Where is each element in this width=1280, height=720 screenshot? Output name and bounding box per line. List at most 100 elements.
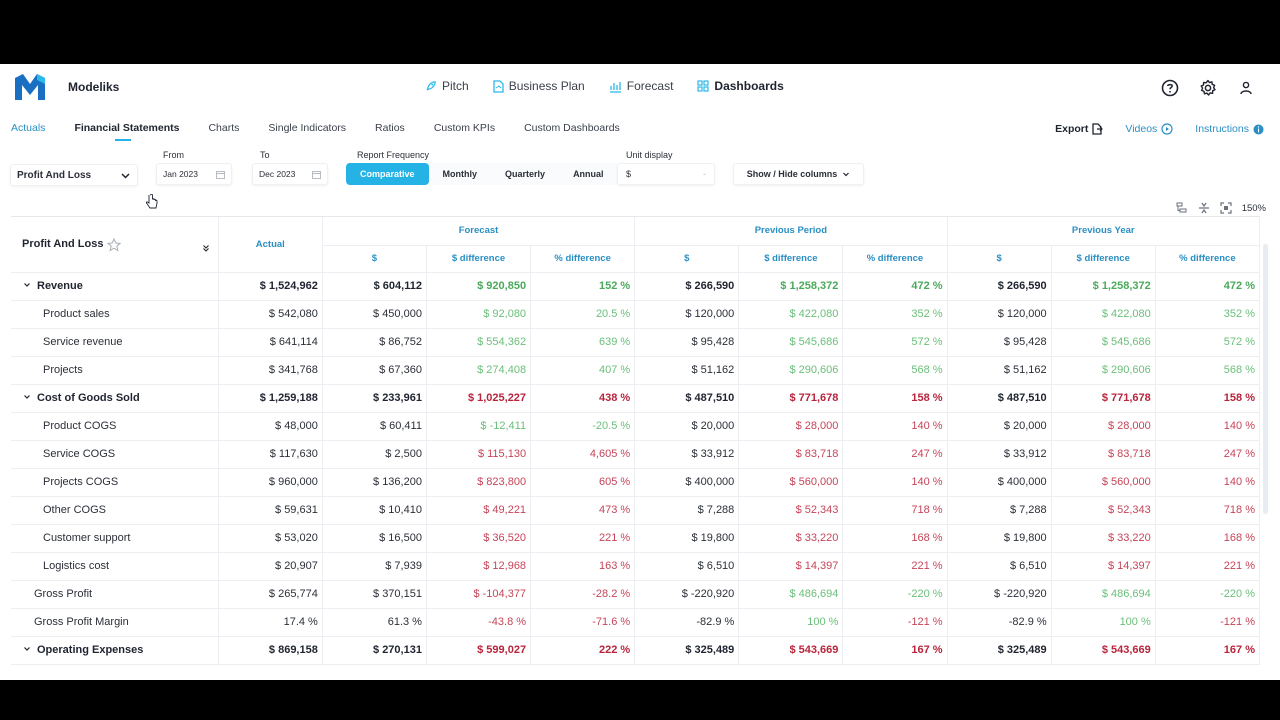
instructions-link[interactable]: Instructions xyxy=(1195,123,1264,135)
show-hide-columns-button[interactable]: Show / Hide columns xyxy=(733,163,864,185)
column-settings-icon[interactable] xyxy=(1176,202,1188,214)
from-label: From xyxy=(163,150,184,160)
freq-quarterly[interactable]: Quarterly xyxy=(505,169,546,179)
nav-pitch[interactable]: Pitch xyxy=(424,79,469,93)
row-label: Product sales xyxy=(43,308,110,320)
statement-select[interactable]: Profit And Loss xyxy=(10,164,138,186)
tab-custom-dashboards[interactable]: Custom Dashboards xyxy=(524,122,620,134)
collapse-icon[interactable] xyxy=(1198,202,1210,214)
zoom-level[interactable]: 150% xyxy=(1241,202,1266,214)
table-cell: 20.5 % xyxy=(530,300,636,329)
table-cell: 100 % xyxy=(738,608,844,637)
table-row[interactable]: Gross Profit Margin 17.4 % 61.3 % -43.8 % -7… xyxy=(11,608,1260,637)
table-cell: $ 83,718 xyxy=(1051,440,1156,469)
row-label-cell: Product sales xyxy=(11,300,219,329)
user-icon[interactable] xyxy=(1234,76,1258,100)
freq-monthly[interactable]: Monthly xyxy=(442,169,478,179)
nav-pitch-label: Pitch xyxy=(442,79,469,93)
nav-business-plan[interactable]: Business Plan xyxy=(493,79,585,93)
table-cell: $ 59,631 xyxy=(218,496,323,525)
table-cell: -82.9 % xyxy=(634,608,740,637)
chevron-down-icon[interactable] xyxy=(23,644,31,656)
col-actual: Actual xyxy=(218,217,323,273)
table-row[interactable]: Projects $ 341,768 $ 67,360 $ 274,408 407 % $… xyxy=(11,356,1260,385)
row-label-cell: Service COGS xyxy=(11,440,219,469)
unit-display-select[interactable]: $ - xyxy=(617,163,715,185)
table-cell: $ 325,489 xyxy=(634,636,740,665)
table-cell: $ 14,397 xyxy=(738,552,844,581)
tab-charts[interactable]: Charts xyxy=(208,122,240,134)
table-row[interactable]: Gross Profit $ 265,774 $ 370,151 $ -104,377… xyxy=(11,580,1260,609)
table-cell: $ 486,694 xyxy=(738,580,844,609)
nav-dashboards[interactable]: Dashboards xyxy=(697,79,784,93)
subhead-percent-difference: % difference xyxy=(842,245,948,273)
vertical-scrollbar[interactable] xyxy=(1263,244,1268,514)
table-cell: 221 % xyxy=(842,552,948,581)
table-row[interactable]: Other COGS $ 59,631 $ 10,410 $ 49,221 473 % $… xyxy=(11,496,1260,525)
table-cell: 572 % xyxy=(1155,328,1260,357)
freq-comparative[interactable]: Comparative xyxy=(346,163,429,185)
table-cell: 17.4 % xyxy=(218,608,323,637)
table-row[interactable]: Logistics cost $ 20,907 $ 7,939 $ 12,968 163… xyxy=(11,552,1260,581)
table-row[interactable]: Service revenue $ 641,114 $ 86,752 $ 554,36… xyxy=(11,328,1260,357)
row-label-cell[interactable]: Operating Expenses xyxy=(11,636,219,665)
freq-annual[interactable]: Annual xyxy=(573,169,604,179)
table-cell: $ 2,500 xyxy=(322,440,427,469)
table-row[interactable]: Product COGS $ 48,000 $ 60,411 $ -12,411 -20… xyxy=(11,412,1260,441)
export-button[interactable]: Export xyxy=(1055,123,1104,135)
table-cell: -121 % xyxy=(1155,608,1260,637)
row-label-cell: Logistics cost xyxy=(11,552,219,581)
expand-all-icon[interactable] xyxy=(202,244,210,252)
modeliks-logo-icon[interactable] xyxy=(13,72,47,102)
table-row[interactable]: Revenue $ 1,524,962 $ 604,112 $ 920,850 152 … xyxy=(11,272,1260,301)
gear-icon[interactable] xyxy=(1196,76,1220,100)
help-icon[interactable] xyxy=(1158,76,1182,100)
calendar-icon xyxy=(312,171,321,179)
tab-actuals[interactable]: Actuals xyxy=(11,122,46,134)
star-icon[interactable] xyxy=(107,238,121,252)
row-label-cell: Gross Profit xyxy=(11,580,219,609)
table-row[interactable]: Product sales $ 542,080 $ 450,000 $ 92,080 2… xyxy=(11,300,1260,329)
chevron-down-icon[interactable] xyxy=(23,392,31,404)
table-cell: $ 28,000 xyxy=(1051,412,1156,441)
table-cell: $ 554,362 xyxy=(426,328,532,357)
from-date-input[interactable]: Jan 2023 xyxy=(156,163,232,185)
table-cell: 152 % xyxy=(530,272,636,301)
nav-forecast[interactable]: Forecast xyxy=(609,79,673,93)
videos-link[interactable]: Videos xyxy=(1125,123,1173,135)
table-cell: 639 % xyxy=(530,328,636,357)
tab-ratios[interactable]: Ratios xyxy=(375,122,405,134)
unit-display-value: $ xyxy=(626,169,632,179)
table-row[interactable]: Service COGS $ 117,630 $ 2,500 $ 115,130 4,6… xyxy=(11,440,1260,469)
table-row[interactable]: Projects COGS $ 960,000 $ 136,200 $ 823,800… xyxy=(11,468,1260,497)
table-cell: $ 60,411 xyxy=(322,412,427,441)
table-cell: $ 545,686 xyxy=(1051,328,1156,357)
table-cell: $ 19,800 xyxy=(947,524,1052,553)
chevron-down-icon[interactable] xyxy=(23,280,31,292)
row-label: Logistics cost xyxy=(43,560,110,572)
table-cell: $ 270,131 xyxy=(322,636,427,665)
table-cell: $ 1,025,227 xyxy=(426,384,532,413)
table-cell: 473 % xyxy=(530,496,636,525)
subhead-percent-difference: % difference xyxy=(530,245,636,273)
table-cell: $ 52,343 xyxy=(738,496,844,525)
to-date-input[interactable]: Dec 2023 xyxy=(252,163,328,185)
table-row[interactable]: Customer support $ 53,020 $ 16,500 $ 36,520… xyxy=(11,524,1260,553)
fullscreen-icon[interactable] xyxy=(1220,202,1232,214)
tab-financial-statements[interactable]: Financial Statements xyxy=(74,122,180,141)
table-cell: $ 33,220 xyxy=(738,524,844,553)
tab-custom-kpis[interactable]: Custom KPIs xyxy=(433,122,496,134)
table-cell: $ 869,158 xyxy=(218,636,323,665)
table-cell: -43.8 % xyxy=(426,608,532,637)
row-label-cell[interactable]: Revenue xyxy=(11,272,219,301)
row-label-cell[interactable]: Cost of Goods Sold xyxy=(11,384,219,413)
table-cell: 568 % xyxy=(842,356,948,385)
right-links: Export Videos Instructions xyxy=(1033,123,1264,135)
table-cell: -220 % xyxy=(1155,580,1260,609)
table-cell: $ 6,510 xyxy=(947,552,1052,581)
row-label-cell: Customer support xyxy=(11,524,219,553)
tab-single-indicators[interactable]: Single Indicators xyxy=(268,122,347,134)
table-row[interactable]: Cost of Goods Sold $ 1,259,188 $ 233,961 $ … xyxy=(11,384,1260,413)
table-row[interactable]: Operating Expenses $ 869,158 $ 270,131 $ 59… xyxy=(11,636,1260,665)
row-label: Projects COGS xyxy=(43,476,119,488)
